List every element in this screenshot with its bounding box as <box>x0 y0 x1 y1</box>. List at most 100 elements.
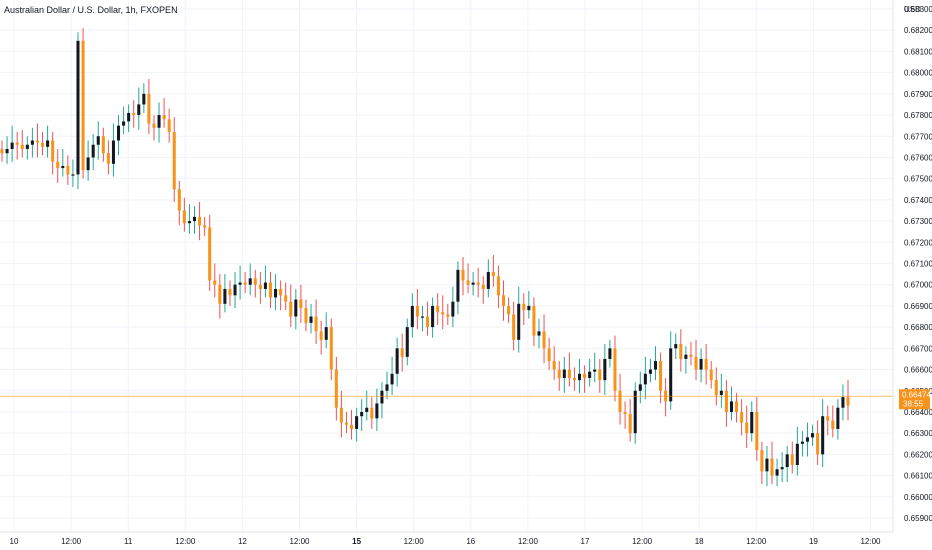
candle[interactable] <box>456 261 460 315</box>
candle[interactable] <box>633 382 637 444</box>
candle[interactable] <box>572 367 576 391</box>
candle[interactable] <box>740 399 744 436</box>
candle[interactable] <box>299 284 303 323</box>
candle[interactable] <box>679 329 683 372</box>
candle[interactable] <box>218 274 222 319</box>
candle[interactable] <box>476 267 480 298</box>
candle[interactable] <box>451 286 455 328</box>
candle[interactable] <box>502 280 506 321</box>
candle[interactable] <box>182 197 186 232</box>
candle[interactable] <box>25 136 29 160</box>
candle[interactable] <box>491 255 495 287</box>
candle[interactable] <box>760 441 764 485</box>
candle[interactable] <box>380 382 384 419</box>
candle[interactable] <box>167 108 171 143</box>
candle[interactable] <box>86 140 90 181</box>
candle[interactable] <box>127 104 131 133</box>
candle[interactable] <box>562 356 566 393</box>
candle[interactable] <box>106 140 110 175</box>
candle[interactable] <box>228 280 232 306</box>
candle[interactable] <box>284 282 288 311</box>
candle[interactable] <box>390 356 394 395</box>
candle[interactable] <box>223 274 227 313</box>
candle[interactable] <box>557 361 561 391</box>
candle[interactable] <box>674 333 678 359</box>
candle[interactable] <box>350 409 354 440</box>
candle[interactable] <box>365 390 369 421</box>
candle[interactable] <box>344 411 348 434</box>
candle[interactable] <box>507 297 511 323</box>
candle[interactable] <box>15 132 19 160</box>
candle[interactable] <box>415 288 419 330</box>
candle[interactable] <box>142 83 146 113</box>
candle[interactable] <box>91 134 95 171</box>
candle[interactable] <box>598 358 602 393</box>
candle[interactable] <box>61 148 65 177</box>
candle[interactable] <box>132 100 136 128</box>
candle[interactable] <box>603 344 607 395</box>
candle[interactable] <box>724 380 728 427</box>
candle[interactable] <box>593 352 597 383</box>
candle[interactable] <box>735 392 739 423</box>
candle[interactable] <box>147 78 151 135</box>
candle[interactable] <box>71 159 75 188</box>
candle[interactable] <box>623 401 627 429</box>
candle[interactable] <box>253 269 257 298</box>
candle[interactable] <box>162 98 166 128</box>
candle[interactable] <box>370 397 374 429</box>
candle[interactable] <box>289 284 293 328</box>
candle[interactable] <box>233 271 237 309</box>
candle[interactable] <box>410 293 414 338</box>
candle[interactable] <box>157 102 161 143</box>
candle[interactable] <box>775 458 779 487</box>
candle[interactable] <box>648 358 652 383</box>
candle[interactable] <box>466 263 470 294</box>
candle[interactable] <box>192 206 197 234</box>
candle[interactable] <box>10 125 14 162</box>
candle[interactable] <box>805 422 809 457</box>
candle[interactable] <box>608 339 612 368</box>
candle[interactable] <box>750 401 754 442</box>
candle[interactable] <box>238 265 242 300</box>
candle[interactable] <box>486 259 490 298</box>
candle[interactable] <box>56 148 60 183</box>
candle[interactable] <box>76 32 80 190</box>
candle[interactable] <box>512 301 516 351</box>
candle[interactable] <box>319 320 323 355</box>
candles[interactable] <box>0 28 850 487</box>
candle[interactable] <box>46 125 50 158</box>
candle[interactable] <box>314 299 318 345</box>
candle[interactable] <box>583 365 587 393</box>
candle[interactable] <box>714 367 718 406</box>
candle[interactable] <box>638 371 642 404</box>
candle[interactable] <box>547 337 551 370</box>
candle[interactable] <box>258 271 262 304</box>
candle[interactable] <box>213 263 217 298</box>
candle[interactable] <box>5 136 9 164</box>
candle[interactable] <box>643 356 647 400</box>
candle[interactable] <box>446 303 450 326</box>
candle[interactable] <box>30 127 34 158</box>
candle[interactable] <box>35 123 39 158</box>
candle[interactable] <box>816 420 820 465</box>
candle[interactable] <box>613 335 617 402</box>
candle[interactable] <box>41 132 45 156</box>
candle[interactable] <box>187 204 191 234</box>
candle[interactable] <box>790 441 794 474</box>
candle[interactable] <box>659 352 663 404</box>
candle[interactable] <box>532 297 536 347</box>
candle[interactable] <box>137 87 141 130</box>
candle[interactable] <box>755 397 759 461</box>
candle[interactable] <box>689 341 693 366</box>
candle[interactable] <box>385 371 389 400</box>
candle[interactable] <box>279 280 283 311</box>
candle[interactable] <box>248 263 252 296</box>
candle[interactable] <box>471 271 475 296</box>
candle[interactable] <box>177 180 181 226</box>
candle[interactable] <box>709 361 713 389</box>
candle[interactable] <box>811 424 815 446</box>
candle[interactable] <box>243 271 247 294</box>
candle[interactable] <box>334 356 338 421</box>
candle[interactable] <box>375 388 379 432</box>
